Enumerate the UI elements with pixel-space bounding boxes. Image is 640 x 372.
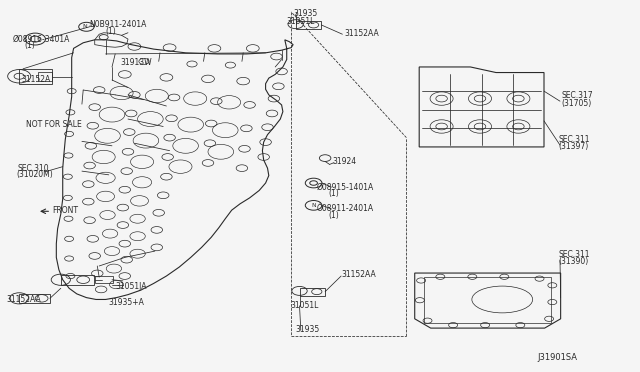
Text: 31935: 31935: [296, 325, 320, 334]
Text: FRONT: FRONT: [52, 206, 79, 215]
Text: J31901SA: J31901SA: [538, 353, 578, 362]
Text: NOT FOR SALE: NOT FOR SALE: [26, 120, 81, 129]
Text: (1): (1): [24, 41, 35, 50]
Text: (31020M): (31020M): [17, 170, 53, 179]
Text: 31152AA: 31152AA: [344, 29, 379, 38]
Text: 31924: 31924: [333, 157, 357, 166]
Text: (1): (1): [328, 189, 339, 198]
Text: 31935+A: 31935+A: [109, 298, 145, 307]
Text: SEC.317: SEC.317: [561, 92, 593, 100]
Bar: [95, 276, 113, 283]
Text: 31152AA: 31152AA: [6, 295, 41, 304]
Text: 31051L: 31051L: [290, 301, 318, 310]
Text: SEC.310: SEC.310: [18, 164, 49, 173]
Bar: [424, 277, 551, 323]
Bar: [300, 288, 325, 296]
Text: N0B911-2401A: N0B911-2401A: [90, 20, 147, 29]
Text: N: N: [83, 24, 88, 29]
Text: 31152AA: 31152AA: [341, 270, 376, 279]
Text: SEC.311: SEC.311: [559, 250, 590, 259]
Text: (31705): (31705): [561, 99, 591, 108]
Text: 31935: 31935: [293, 9, 317, 18]
Text: SEC.311: SEC.311: [559, 135, 590, 144]
Text: 31051JA: 31051JA: [115, 282, 147, 291]
Text: N: N: [311, 203, 316, 208]
Text: Ø08916-3401A: Ø08916-3401A: [13, 35, 70, 44]
Bar: [296, 21, 321, 29]
Bar: [19, 294, 50, 303]
Text: (31390): (31390): [559, 257, 589, 266]
Text: Ô08911-2401A: Ô08911-2401A: [317, 204, 374, 213]
Text: Ø08915-1401A: Ø08915-1401A: [317, 183, 374, 192]
Text: (1): (1): [106, 27, 116, 36]
Bar: [61, 275, 94, 285]
Bar: [38, 72, 52, 81]
Text: 31152A: 31152A: [22, 76, 51, 84]
Text: (31397): (31397): [559, 142, 589, 151]
Text: 31913W: 31913W: [120, 58, 152, 67]
Text: (1): (1): [328, 211, 339, 219]
Bar: [19, 69, 52, 84]
Text: 31051L: 31051L: [286, 17, 314, 26]
